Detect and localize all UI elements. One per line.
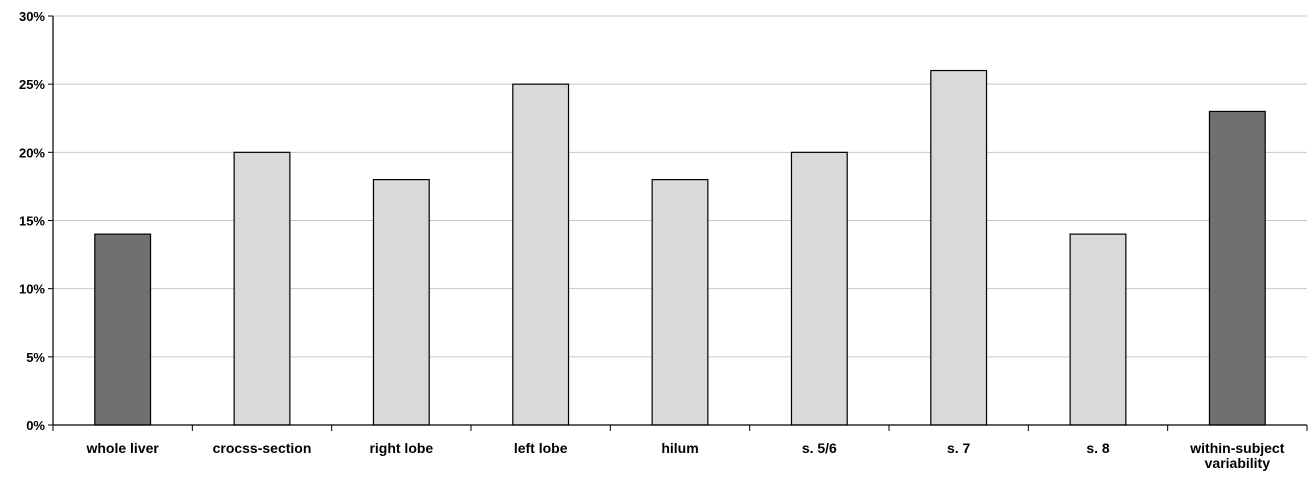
x-tick-label: hilum: [661, 440, 698, 456]
x-tick-labels: whole liver crocss-section right lobe left …: [85, 440, 1284, 471]
bar-3: [372, 179, 430, 426]
bar-7: [930, 69, 988, 426]
x-tick-label: s. 8: [1086, 440, 1110, 456]
y-tick-label: 0%: [26, 418, 45, 433]
y-tick-label: 25%: [19, 77, 45, 92]
y-tick-label: 30%: [19, 9, 45, 24]
bar-2: [233, 151, 291, 426]
x-tick-label: within-subject variability: [1189, 440, 1284, 471]
axes: [48, 15, 1308, 431]
x-tick-label: s. 7: [947, 440, 971, 456]
y-tick-label: 20%: [19, 145, 45, 160]
bar-4: [512, 83, 570, 426]
x-tick-label: crocss-section: [213, 440, 312, 456]
bars: [94, 69, 1266, 426]
y-tick-label: 10%: [19, 282, 45, 297]
y-tick-labels: 0% 5% 10% 15% 20% 25% 30%: [19, 9, 45, 433]
bar-6: [790, 151, 848, 426]
y-tick-label: 15%: [19, 214, 45, 229]
bar-9: [1208, 110, 1266, 426]
y-tick-label: 5%: [26, 350, 45, 365]
x-tick-label: left lobe: [514, 440, 568, 456]
bar-5: [651, 179, 709, 426]
x-tick-label: s. 5/6: [802, 440, 837, 456]
x-tick-label: right lobe: [369, 440, 433, 456]
x-tick-label: whole liver: [85, 440, 159, 456]
bar-1: [94, 233, 152, 426]
bar-8: [1069, 233, 1127, 426]
